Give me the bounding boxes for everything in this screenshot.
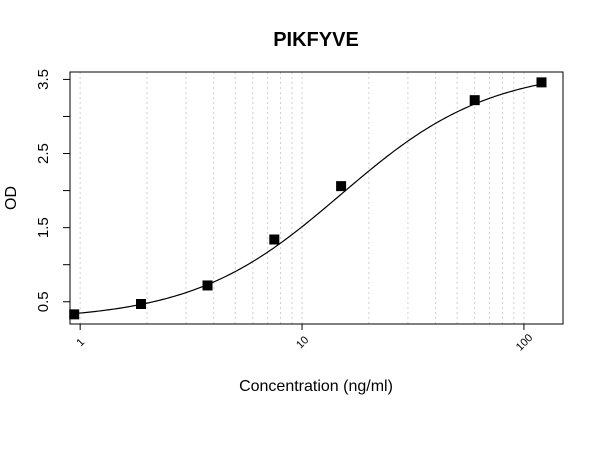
fitted-curve	[74, 83, 542, 315]
data-point	[469, 95, 480, 106]
plot-frame	[69, 71, 564, 325]
y-tick-label: 0.5	[35, 291, 52, 312]
y-tick-label: 2.5	[35, 143, 52, 164]
x-tick-label: 100	[514, 332, 535, 353]
data-point	[336, 181, 347, 192]
grid-lines	[79, 72, 525, 324]
chart-title: PIKFYVE	[273, 29, 359, 51]
x-tick-label: 1	[74, 336, 87, 349]
data-point	[202, 280, 213, 291]
y-tick-label: 3.5	[35, 69, 52, 90]
x-axis: 1 10 100	[74, 324, 535, 353]
data-point	[135, 298, 146, 309]
y-axis-label: OD	[3, 186, 20, 210]
y-axis: 0.5 1.5 2.5 3.5	[35, 69, 70, 312]
data-points	[69, 77, 547, 320]
data-point	[536, 77, 547, 88]
x-tick-label: 10	[294, 334, 311, 351]
data-point	[69, 309, 80, 320]
x-axis-label: Concentration (ng/ml)	[239, 378, 393, 395]
data-point	[269, 234, 280, 245]
y-tick-label: 1.5	[35, 217, 52, 238]
